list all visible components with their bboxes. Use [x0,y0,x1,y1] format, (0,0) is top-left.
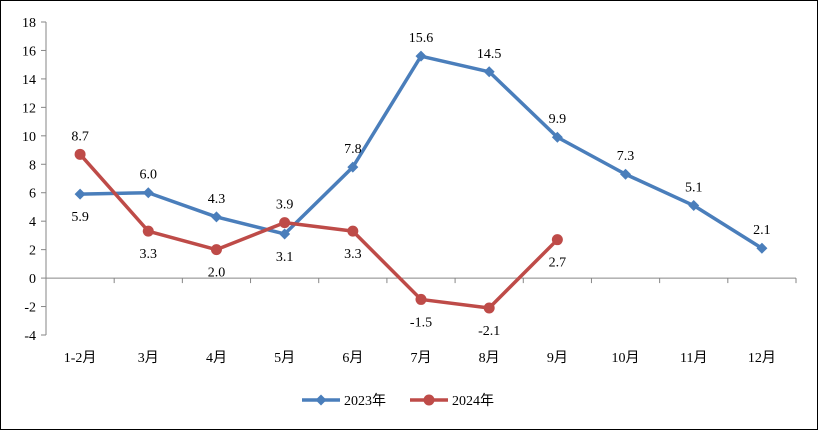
legend-marker [423,394,435,406]
data-point [688,200,700,212]
data-label: 14.5 [477,47,502,62]
data-point [347,225,359,237]
data-label: 3.1 [276,250,294,265]
data-point [279,228,291,240]
data-point [483,66,495,78]
series-layer [74,50,768,314]
data-label: 6.0 [140,168,158,183]
legend-marker [315,394,327,406]
series-2024年 [74,148,563,314]
data-label: 5.9 [71,210,89,225]
y-tick-label: -4 [24,329,36,344]
data-label: 3.9 [276,198,294,213]
data-label: 3.3 [140,247,158,262]
data-point [210,211,222,223]
legend-item: 2024年 [410,393,494,409]
data-point [415,50,427,62]
data-point [142,225,154,237]
legend-item: 2023年 [302,393,386,409]
x-tick-label: 9月 [547,350,568,366]
data-point [74,148,86,160]
x-tick-label: 7月 [411,350,432,366]
y-tick-label: 0 [29,272,36,287]
data-point [279,217,291,229]
data-label: 7.8 [344,142,362,157]
data-point [142,187,154,199]
y-tick-label: 2 [29,244,36,259]
data-label: 2.0 [208,266,226,281]
x-tick-label: 12月 [748,350,776,366]
y-tick-label: 12 [22,101,36,116]
y-tick-label: 18 [22,16,36,31]
data-label: 9.9 [549,112,567,127]
data-label: 3.3 [344,247,362,262]
data-label: 8.7 [71,129,89,144]
data-label: 15.6 [409,31,434,46]
data-label: 7.3 [617,149,635,164]
data-label: 4.3 [208,192,226,207]
legend-label: 2023年 [344,393,386,409]
x-tick-label: 11月 [680,350,707,366]
data-point [756,242,768,254]
data-label: -1.5 [410,315,432,330]
data-label: 5.1 [685,181,703,196]
data-labels: 5.9 6.0 4.3 3.1 7.8 15.6 14.5 9.9 7.3 5.1 2.1 8.7 3.… [71,31,770,339]
series-line [78,152,560,310]
x-tick-label: 3月 [138,350,159,366]
data-point [74,188,86,200]
data-label: 2.1 [753,223,771,238]
data-point [551,234,563,246]
x-tick-label: 8月 [479,350,500,366]
y-tick-label: 8 [29,158,36,173]
x-tick-label: 5月 [274,350,295,366]
series-line [78,54,764,250]
data-label: -2.1 [478,324,500,339]
y-tick-label: -2 [24,301,36,316]
data-point [620,168,632,180]
data-point [210,244,222,256]
legend: 2023年 2024年 [302,393,494,409]
data-point [347,161,359,173]
y-tick-label: 14 [22,73,36,88]
y-tick-label: 16 [22,44,36,59]
x-tick-label: 10月 [612,350,640,366]
data-point [551,131,563,143]
data-point [415,293,427,305]
y-tick-label: 6 [29,187,36,202]
x-tick-label: 6月 [342,350,363,366]
axes: -4 -2 0 2 4 6 8 10 12 14 16 18 1-2月 3月 4月 5月 6月 7月 8月 9月 10月… [22,16,797,366]
x-tick-label: 4月 [206,350,227,366]
series-2023年 [74,50,768,254]
x-tick-label: 1-2月 [64,350,97,366]
data-label: 2.7 [549,256,567,271]
data-point [483,302,495,314]
legend-label: 2024年 [452,393,494,409]
y-tick-label: 4 [29,215,36,230]
y-tick-label: 10 [22,130,36,145]
